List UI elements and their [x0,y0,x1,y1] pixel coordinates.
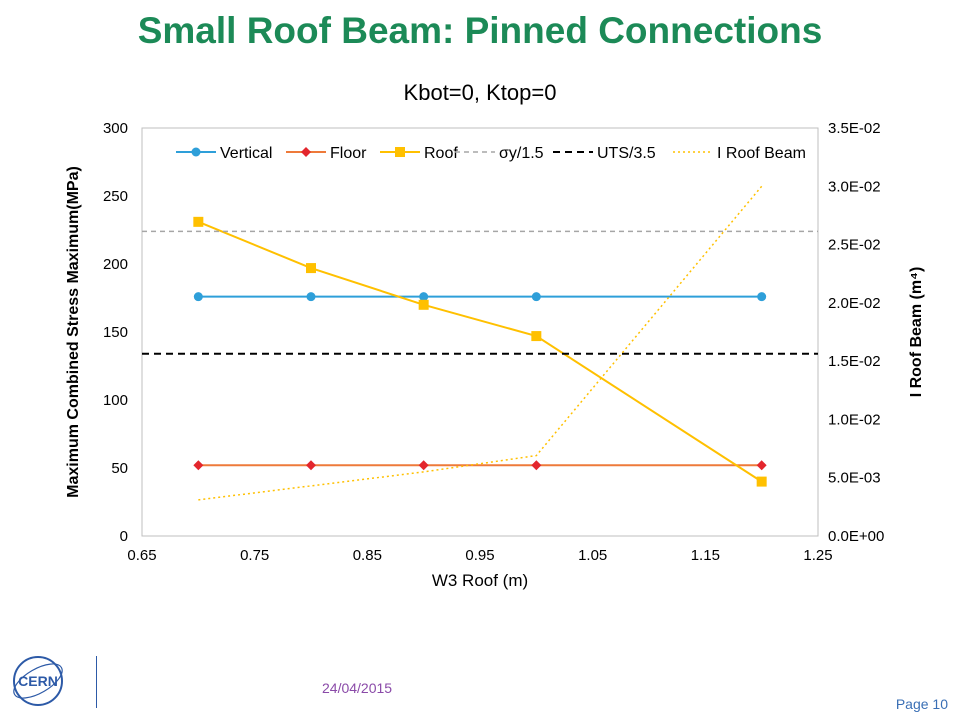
legend-item-i-roof-beam: I Roof Beam [673,145,806,162]
data-point-roof [418,299,429,310]
series-line-roof [197,220,763,483]
y2-tick-label: 1.0E-02 [828,411,881,428]
y-tick-label: 0 [120,528,128,545]
x-tick-label: 0.95 [465,547,494,564]
footer-divider [96,656,97,708]
plot-area: 0.65 0.75 0.85 0.95 1.05 1.15 1.25 0 50 100 150 200… [103,120,884,564]
y2-tick-label: 3.0E-02 [828,178,881,195]
x-tick-label: 1.15 [691,547,720,564]
x-tick-label: 1.25 [803,547,832,564]
legend-label: Floor [330,145,367,162]
page-number: Page 10 [895,696,948,712]
y-tick-label: 50 [111,460,128,477]
cern-logo-icon: CERN [13,656,63,706]
y2-tick-label: 3.5E-02 [828,120,881,137]
data-point-vertical [419,292,429,302]
chart-title: Kbot=0, Ktop=0 [404,80,557,105]
data-point-roof [531,331,542,342]
y-tick-label: 200 [103,256,128,273]
y2-tick-label: 1.5E-02 [828,353,881,370]
data-point-vertical [306,292,316,302]
data-point-floor [531,460,542,471]
y-tick-label: 250 [103,188,128,205]
legend-item-floor: Floor [286,145,367,162]
legend-item-y-1-5: σy/1.5 [455,145,544,162]
legend: Vertical Floor Roof σy/1.5 UTS/3.5 I Roof Bea… [176,145,806,162]
legend-label: σy/1.5 [499,145,544,162]
slide-title: Small Roof Beam: Pinned Connections [137,10,823,51]
data-point-roof [756,476,767,487]
x-tick-label: 0.75 [240,547,269,564]
data-point-floor [756,460,767,471]
data-point-roof [306,263,316,274]
data-point-floor [418,460,429,471]
legend-label: Vertical [220,145,272,162]
x-axis-label: W3 Roof (m) [432,571,528,590]
data-point-vertical [531,292,541,302]
x-tick-label: 0.65 [127,547,156,564]
data-point-vertical [757,292,767,302]
legend-item-vertical: Vertical [176,145,272,162]
y2-tick-label: 2.0E-02 [828,295,881,312]
x-tick-label: 1.05 [578,547,607,564]
footer-date: 24/04/2015 [322,680,393,696]
y-tick-label: 300 [103,120,128,137]
y2-axis-label: I Roof Beam (m⁴) [908,267,925,398]
legend-label: Roof [424,145,458,162]
y2-tick-label: 5.0E-03 [828,470,881,487]
y-tick-label: 150 [103,324,128,341]
legend-item-uts-3-5: UTS/3.5 [553,145,656,162]
y-axis-label: Maximum Combined Stress Maximum(MPa) [65,166,82,498]
x-tick-label: 0.85 [353,547,382,564]
y-tick-label: 100 [103,392,128,409]
data-point-vertical [193,292,203,302]
legend-marker [301,147,311,157]
logo-text: CERN [18,673,58,689]
plot-frame [141,127,819,537]
series-line-i-roof-beam [198,185,763,501]
y2-tick-label: 0.0E+00 [828,528,884,545]
legend-label: UTS/3.5 [597,145,656,162]
legend-item-roof: Roof [380,145,458,162]
y2-tick-label: 2.5E-02 [828,237,881,254]
legend-label: I Roof Beam [717,145,806,162]
data-point-floor [306,460,316,471]
legend-marker [395,147,405,157]
legend-marker [191,147,201,157]
data-point-roof [193,216,204,227]
data-point-floor [193,460,204,471]
